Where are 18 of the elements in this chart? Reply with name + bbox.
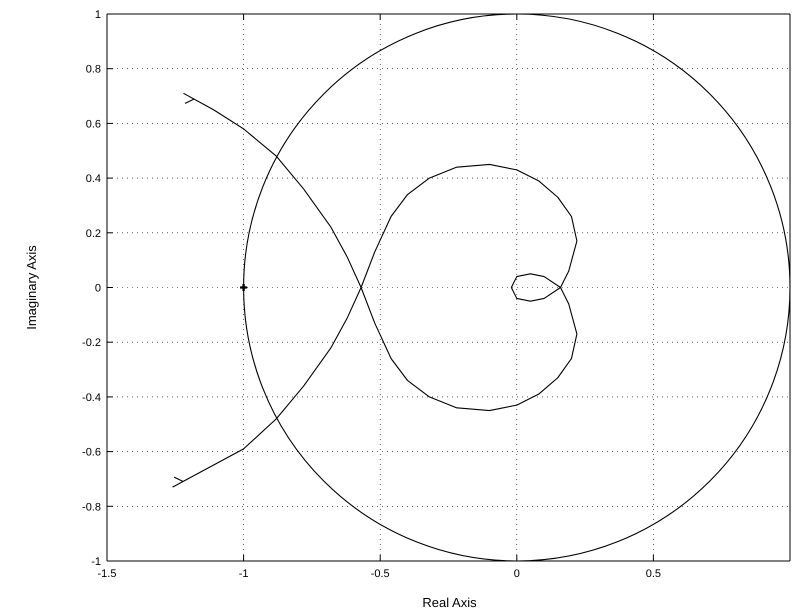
y-tick-label: 1 <box>94 9 101 21</box>
y-tick-label: 0 <box>94 282 101 294</box>
x-tick-label: 0 <box>514 568 520 580</box>
y-tick-label: 0.8 <box>86 64 101 76</box>
y-tick-label: -0.4 <box>82 392 101 404</box>
x-tick-label: 0.5 <box>646 568 662 580</box>
y-tick-label: -0.2 <box>82 337 101 350</box>
y-tick-label: -0.8 <box>82 501 101 514</box>
x-axis-title: Real Axis <box>422 595 478 610</box>
y-axis-title: Imaginary Axis <box>24 244 39 330</box>
y-tick-label: 0.6 <box>86 118 101 130</box>
y-tick-label: -1 <box>91 556 101 568</box>
x-tick-label: -1 <box>238 568 248 580</box>
y-tick-label: 0.2 <box>86 228 101 240</box>
x-tick-label: -0.5 <box>370 568 390 580</box>
x-tick-label: -1.5 <box>98 568 116 580</box>
y-tick-label: -0.6 <box>82 446 101 459</box>
y-tick-label: 0.4 <box>86 173 101 186</box>
